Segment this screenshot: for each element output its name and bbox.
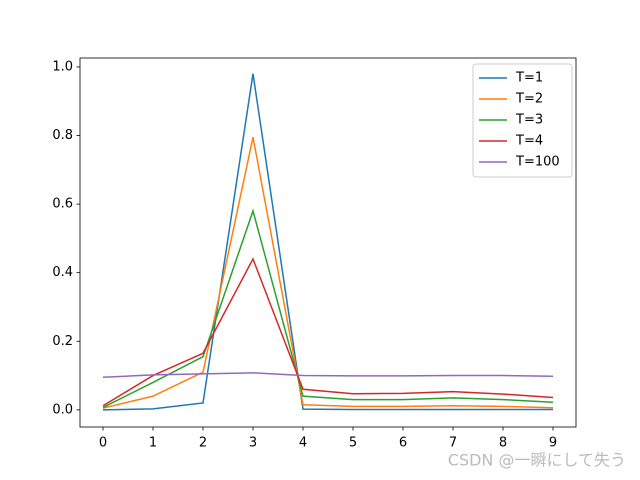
legend-label: T=4 xyxy=(515,134,543,149)
series-line xyxy=(102,372,554,379)
legend-label: T=2 xyxy=(515,92,543,107)
y-tick-label: 0.2 xyxy=(52,334,73,349)
y-tick-label: 0.8 xyxy=(52,128,73,143)
x-tick-label: 5 xyxy=(349,436,357,451)
x-tick-label: 4 xyxy=(299,436,307,451)
y-tick-label: 0.6 xyxy=(52,197,73,212)
y-tick-label: 1.0 xyxy=(52,59,73,74)
series-line xyxy=(102,208,554,409)
watermark: CSDN @一瞬にして失う xyxy=(448,451,626,470)
x-tick-label: 2 xyxy=(199,436,207,451)
x-tick-label: 3 xyxy=(249,436,257,451)
series-line xyxy=(102,137,554,409)
legend-box xyxy=(472,63,573,178)
x-tick-label: 6 xyxy=(399,436,407,451)
legend-label: T=100 xyxy=(515,155,560,170)
series-line xyxy=(102,257,554,407)
x-tick-label: 7 xyxy=(449,436,457,451)
legend-label: T=3 xyxy=(515,113,543,128)
x-tick-label: 1 xyxy=(149,436,157,451)
y-tick-label: 0.4 xyxy=(52,265,73,280)
y-tick-label: 0.0 xyxy=(52,402,73,417)
axes-frame xyxy=(79,57,577,428)
series-line xyxy=(102,73,553,411)
x-tick-label: 9 xyxy=(549,436,557,451)
legend-label: T=1 xyxy=(515,71,543,86)
x-tick-label: 0 xyxy=(99,436,107,451)
x-tick-label: 8 xyxy=(499,436,507,451)
